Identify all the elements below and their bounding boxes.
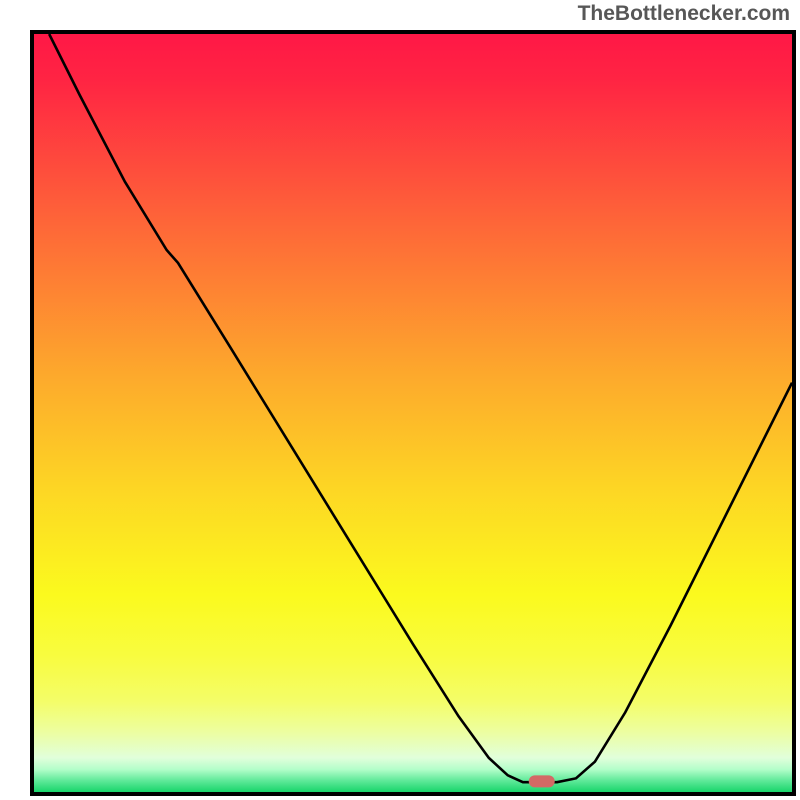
curve-path [49,34,792,782]
plot-area [30,30,796,796]
optimal-point-marker [529,776,556,787]
plot-inner [34,34,792,792]
watermark-label: TheBottlenecker.com [578,2,790,26]
chart-container: TheBottlenecker.com [0,0,800,800]
bottleneck-curve [34,34,792,792]
